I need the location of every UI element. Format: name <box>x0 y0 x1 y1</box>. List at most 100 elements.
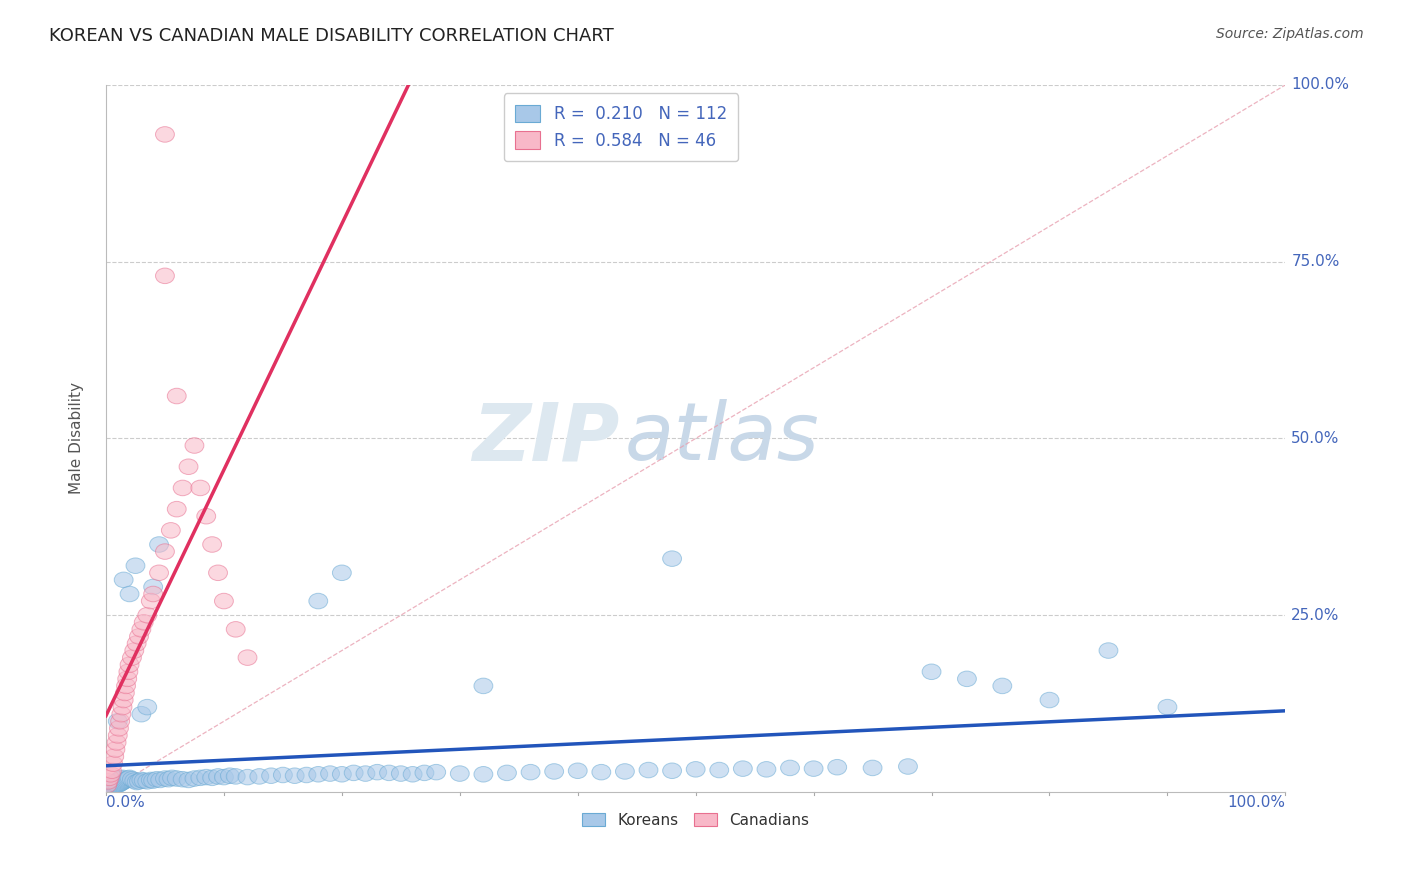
Ellipse shape <box>391 766 411 781</box>
Ellipse shape <box>191 480 209 496</box>
Ellipse shape <box>120 657 139 673</box>
Ellipse shape <box>226 769 245 784</box>
Ellipse shape <box>120 586 139 602</box>
Ellipse shape <box>285 768 304 783</box>
Ellipse shape <box>98 780 117 797</box>
Ellipse shape <box>415 765 434 780</box>
Ellipse shape <box>957 671 976 687</box>
Ellipse shape <box>993 678 1012 694</box>
Ellipse shape <box>135 615 153 630</box>
Ellipse shape <box>368 764 387 780</box>
Ellipse shape <box>828 759 846 775</box>
Ellipse shape <box>208 769 228 784</box>
Ellipse shape <box>150 772 170 788</box>
Ellipse shape <box>226 622 245 637</box>
Ellipse shape <box>127 636 146 651</box>
Ellipse shape <box>238 650 257 665</box>
Ellipse shape <box>179 459 198 475</box>
Text: 100.0%: 100.0% <box>1291 78 1350 93</box>
Ellipse shape <box>148 772 166 787</box>
Ellipse shape <box>127 558 145 574</box>
Ellipse shape <box>221 768 239 783</box>
Ellipse shape <box>202 770 222 786</box>
Ellipse shape <box>197 508 215 524</box>
Ellipse shape <box>120 664 138 680</box>
Ellipse shape <box>111 714 129 729</box>
Ellipse shape <box>474 678 494 694</box>
Ellipse shape <box>498 765 516 780</box>
Text: KOREAN VS CANADIAN MALE DISABILITY CORRELATION CHART: KOREAN VS CANADIAN MALE DISABILITY CORRE… <box>49 27 614 45</box>
Ellipse shape <box>143 586 163 602</box>
Ellipse shape <box>686 762 706 777</box>
Ellipse shape <box>132 772 150 788</box>
Ellipse shape <box>1159 699 1177 714</box>
Ellipse shape <box>215 593 233 609</box>
Text: ZIP: ZIP <box>471 400 619 477</box>
Ellipse shape <box>110 772 128 788</box>
Ellipse shape <box>112 699 132 714</box>
Ellipse shape <box>117 772 135 788</box>
Ellipse shape <box>120 771 138 787</box>
Ellipse shape <box>208 565 228 581</box>
Ellipse shape <box>356 766 375 781</box>
Ellipse shape <box>108 772 127 789</box>
Ellipse shape <box>100 778 120 793</box>
Text: 50.0%: 50.0% <box>1291 431 1340 446</box>
Ellipse shape <box>111 776 129 791</box>
Ellipse shape <box>108 728 127 743</box>
Ellipse shape <box>138 607 156 623</box>
Ellipse shape <box>104 756 122 772</box>
Ellipse shape <box>120 770 139 786</box>
Ellipse shape <box>159 772 179 787</box>
Ellipse shape <box>309 593 328 609</box>
Ellipse shape <box>163 770 181 786</box>
Ellipse shape <box>100 780 120 796</box>
Ellipse shape <box>135 772 153 789</box>
Ellipse shape <box>380 765 398 780</box>
Ellipse shape <box>710 763 728 778</box>
Ellipse shape <box>105 742 125 757</box>
Ellipse shape <box>474 766 494 782</box>
Ellipse shape <box>156 544 174 559</box>
Ellipse shape <box>804 761 823 776</box>
Ellipse shape <box>108 777 127 793</box>
Ellipse shape <box>101 766 120 782</box>
Ellipse shape <box>662 551 682 566</box>
Ellipse shape <box>112 774 132 789</box>
Ellipse shape <box>108 714 127 729</box>
Ellipse shape <box>143 772 163 789</box>
Ellipse shape <box>103 776 121 792</box>
Ellipse shape <box>112 770 132 786</box>
Ellipse shape <box>104 779 122 794</box>
Ellipse shape <box>107 735 127 750</box>
Ellipse shape <box>98 780 118 797</box>
Ellipse shape <box>238 769 257 785</box>
Ellipse shape <box>98 773 118 789</box>
Ellipse shape <box>149 565 169 581</box>
Ellipse shape <box>105 775 124 790</box>
Ellipse shape <box>100 770 120 786</box>
Ellipse shape <box>118 671 136 687</box>
Ellipse shape <box>756 762 776 777</box>
Ellipse shape <box>162 523 180 538</box>
Ellipse shape <box>568 763 588 779</box>
Ellipse shape <box>616 764 634 780</box>
Ellipse shape <box>922 664 941 680</box>
Ellipse shape <box>115 772 135 789</box>
Ellipse shape <box>321 766 339 781</box>
Ellipse shape <box>332 766 352 782</box>
Ellipse shape <box>156 127 174 142</box>
Ellipse shape <box>167 501 186 517</box>
Ellipse shape <box>202 537 222 552</box>
Legend: Koreans, Canadians: Koreans, Canadians <box>576 806 815 834</box>
Ellipse shape <box>186 771 204 787</box>
Ellipse shape <box>129 773 149 789</box>
Ellipse shape <box>112 775 131 790</box>
Ellipse shape <box>103 780 121 795</box>
Ellipse shape <box>167 771 186 787</box>
Text: 25.0%: 25.0% <box>1291 607 1340 623</box>
Ellipse shape <box>114 773 134 789</box>
Ellipse shape <box>110 776 128 792</box>
Ellipse shape <box>191 770 209 786</box>
Ellipse shape <box>129 629 149 644</box>
